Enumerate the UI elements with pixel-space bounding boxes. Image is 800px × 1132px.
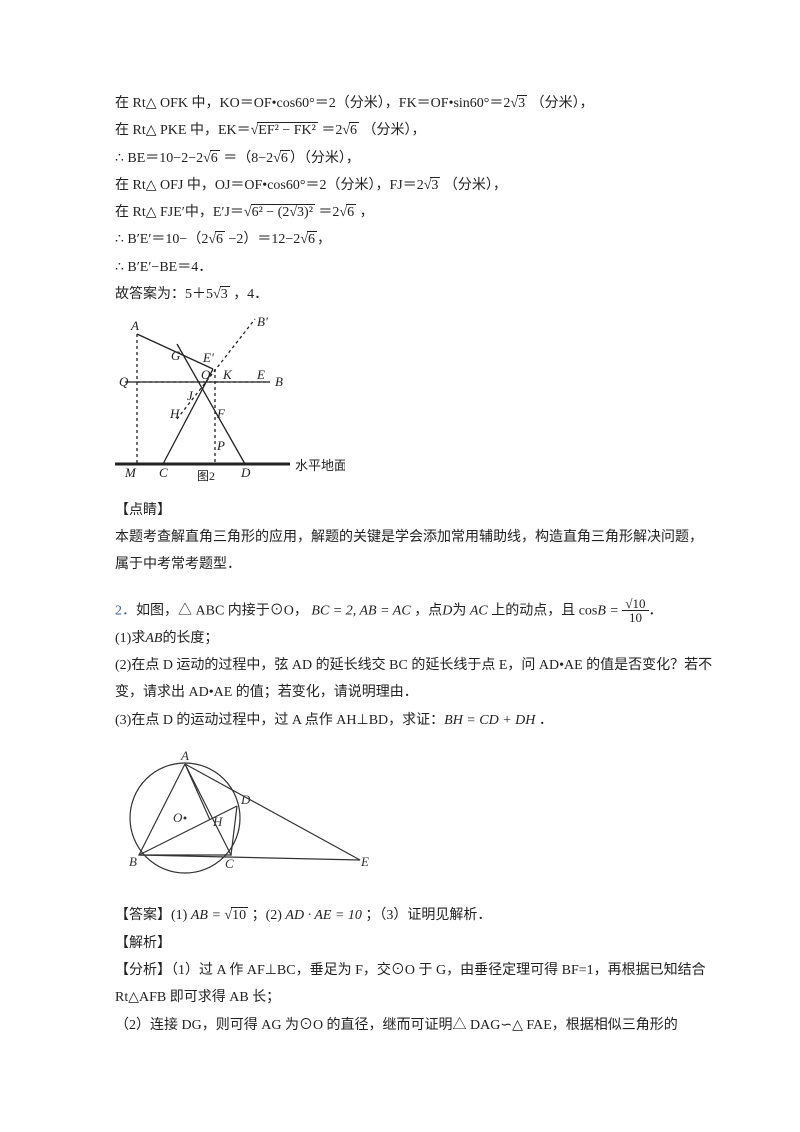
line-2: 在 Rt△ PKE 中，EK＝√EF² − FK² ＝2√6 （分米）， (115, 117, 715, 144)
svg-text:图2: 图2 (197, 469, 215, 483)
q2-stem: 2．如图，△ ABC 内接于⊙O， BC = 2, AB = AC ，点D为 A… (115, 597, 715, 625)
svg-text:A: A (130, 318, 139, 333)
fenxi: 【分析】（1）过 A 作 AF⊥BC，垂足为 F，交⊙O 于 G，由垂径定理可得… (115, 957, 715, 1012)
jiexi-label: 【解析】 (115, 930, 715, 957)
line-7: ∴ B′E′−BE＝4． (115, 254, 715, 281)
svg-text:G: G (171, 348, 181, 363)
svg-text:Q: Q (119, 374, 129, 389)
line-4: 在 Rt△ OFJ 中，OJ＝OF•cos60°＝2（分米），FJ＝2√3 （分… (115, 172, 715, 199)
svg-text:B': B' (257, 314, 268, 329)
svg-text:E: E (360, 854, 369, 869)
q2-3: (3)在点 D 的运动过程中，过 A 点作 AH⊥BD，求证：BH = CD +… (115, 707, 715, 734)
svg-text:B: B (129, 854, 137, 869)
svg-text:D: D (240, 792, 251, 807)
figure-1: A B' G E' O K E Q B J H F P M C D 图2 水平地… (115, 314, 715, 494)
line-5: 在 Rt△ FJE′中，E′J＝√6² − (2√3)² ＝2√6 ， (115, 199, 715, 226)
svg-text:P: P (216, 438, 225, 453)
svg-text:B: B (275, 374, 283, 389)
svg-text:C: C (159, 465, 168, 480)
svg-text:E': E' (202, 350, 214, 365)
svg-text:D: D (240, 465, 251, 480)
line-8: 故答案为：5＋5√3 ，4． (115, 281, 715, 308)
svg-text:K: K (222, 367, 233, 382)
fenxi-2: （2）连接 DG，则可得 AG 为⊙O 的直径，继而可证明△ DAG∽△ FAE… (115, 1012, 715, 1039)
q2-1: (1)求AB的长度； (115, 625, 715, 652)
svg-text:H: H (169, 406, 180, 421)
figure-2: A B C D E O H (115, 740, 715, 900)
diansheng-label: 【点睛】 (115, 497, 715, 524)
svg-text:F: F (216, 406, 226, 421)
q2-2: (2)在点 D 运动的过程中，弦 AD 的延长线交 BC 的延长线于点 E，问 … (115, 652, 715, 707)
line-1: 在 Rt△ OFK 中，KO＝OF•cos60°＝2（分米），FK＝OF•sin… (115, 90, 715, 117)
svg-text:C: C (225, 856, 234, 871)
svg-text:E: E (256, 367, 265, 382)
svg-text:J: J (187, 388, 194, 403)
svg-text:O: O (201, 367, 211, 382)
svg-text:M: M (124, 465, 137, 480)
line-3: ∴ BE＝10−2−2√6 ＝（8−2√6）（分米）， (115, 145, 715, 172)
answer: 【答案】(1) AB = √10 ；(2) AD · AE = 10 ；（3）证… (115, 902, 715, 929)
diansheng-body: 本题考查解直角三角形的应用，解题的关键是学会添加常用辅助线，构造直角三角形解决问… (115, 524, 715, 579)
svg-text:H: H (212, 814, 223, 829)
line-6: ∴ B′E′＝10−（2√6 −2）＝12−2√6， (115, 226, 715, 253)
svg-text:O: O (173, 810, 183, 825)
svg-text:A: A (180, 748, 189, 763)
svg-text:水平地面: 水平地面 (295, 458, 345, 473)
